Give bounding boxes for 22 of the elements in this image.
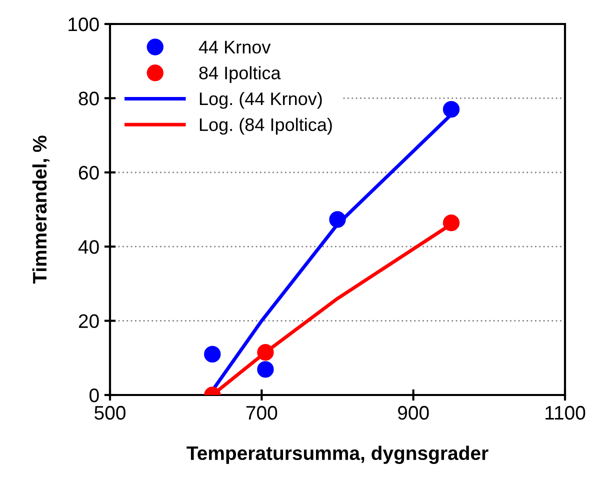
point (204, 346, 221, 363)
y-tick-label: 60 (78, 166, 99, 180)
point (329, 211, 346, 228)
x-tick-label: 900 (398, 406, 429, 420)
legend-label: 84 Ipoltica (199, 66, 281, 83)
legend-label: Log. (84 Ipoltica) (200, 118, 332, 135)
y-tick-label: 100 (68, 17, 99, 32)
legend-label: 44 Krnov (198, 40, 271, 54)
x-tick-label: 500 (94, 406, 126, 420)
x-tick-label: 1100 (546, 406, 586, 420)
point (257, 361, 274, 378)
point (257, 344, 274, 361)
point (442, 214, 460, 232)
x-axis-title: Temperatursumma, dygnsgrader (186, 446, 488, 464)
y-tick-label: 40 (78, 240, 99, 254)
y-tick-label: 0 (90, 388, 99, 402)
y-tick-label: 80 (78, 92, 99, 106)
y-tick-label: 20 (78, 314, 99, 328)
y-axis-title: Timmerandel, % (32, 136, 50, 284)
point (442, 100, 460, 118)
legend-label: Log. (44 Krnov) (200, 92, 322, 109)
x-tick-label: 700 (246, 406, 278, 420)
